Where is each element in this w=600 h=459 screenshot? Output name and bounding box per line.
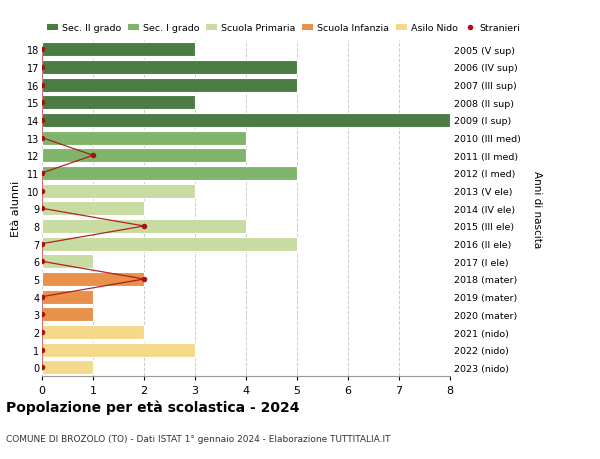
- Bar: [42, 325, 144, 339]
- Bar: [42, 255, 93, 269]
- Bar: [42, 202, 144, 216]
- Point: [37, 258, 47, 265]
- Bar: [42, 290, 93, 304]
- Point: [37, 364, 47, 371]
- Point: [37, 329, 47, 336]
- Y-axis label: Età alunni: Età alunni: [11, 181, 21, 237]
- Point: [37, 188, 47, 195]
- Text: Popolazione per età scolastica - 2024: Popolazione per età scolastica - 2024: [6, 399, 299, 414]
- Bar: [42, 360, 93, 375]
- Point: [37, 205, 47, 213]
- Bar: [42, 114, 450, 128]
- Bar: [42, 61, 297, 75]
- Point: [37, 241, 47, 248]
- Bar: [42, 272, 144, 286]
- Point: [37, 82, 47, 89]
- Point: [37, 117, 47, 124]
- Point: [139, 276, 149, 283]
- Point: [37, 99, 47, 106]
- Point: [37, 293, 47, 301]
- Bar: [42, 149, 246, 163]
- Bar: [42, 237, 297, 251]
- Bar: [42, 343, 195, 357]
- Legend: Sec. II grado, Sec. I grado, Scuola Primaria, Scuola Infanzia, Asilo Nido, Stran: Sec. II grado, Sec. I grado, Scuola Prim…: [47, 24, 520, 33]
- Point: [37, 46, 47, 54]
- Point: [37, 64, 47, 72]
- Point: [139, 223, 149, 230]
- Point: [88, 152, 98, 160]
- Bar: [42, 43, 195, 57]
- Bar: [42, 308, 93, 322]
- Point: [37, 170, 47, 177]
- Bar: [42, 184, 195, 198]
- Bar: [42, 167, 297, 181]
- Point: [37, 311, 47, 319]
- Bar: [42, 131, 246, 146]
- Text: COMUNE DI BROZOLO (TO) - Dati ISTAT 1° gennaio 2024 - Elaborazione TUTTITALIA.IT: COMUNE DI BROZOLO (TO) - Dati ISTAT 1° g…: [6, 434, 391, 443]
- Point: [37, 134, 47, 142]
- Bar: [42, 78, 297, 92]
- Bar: [42, 219, 246, 234]
- Point: [37, 346, 47, 353]
- Bar: [42, 96, 195, 110]
- Y-axis label: Anni di nascita: Anni di nascita: [532, 170, 542, 247]
